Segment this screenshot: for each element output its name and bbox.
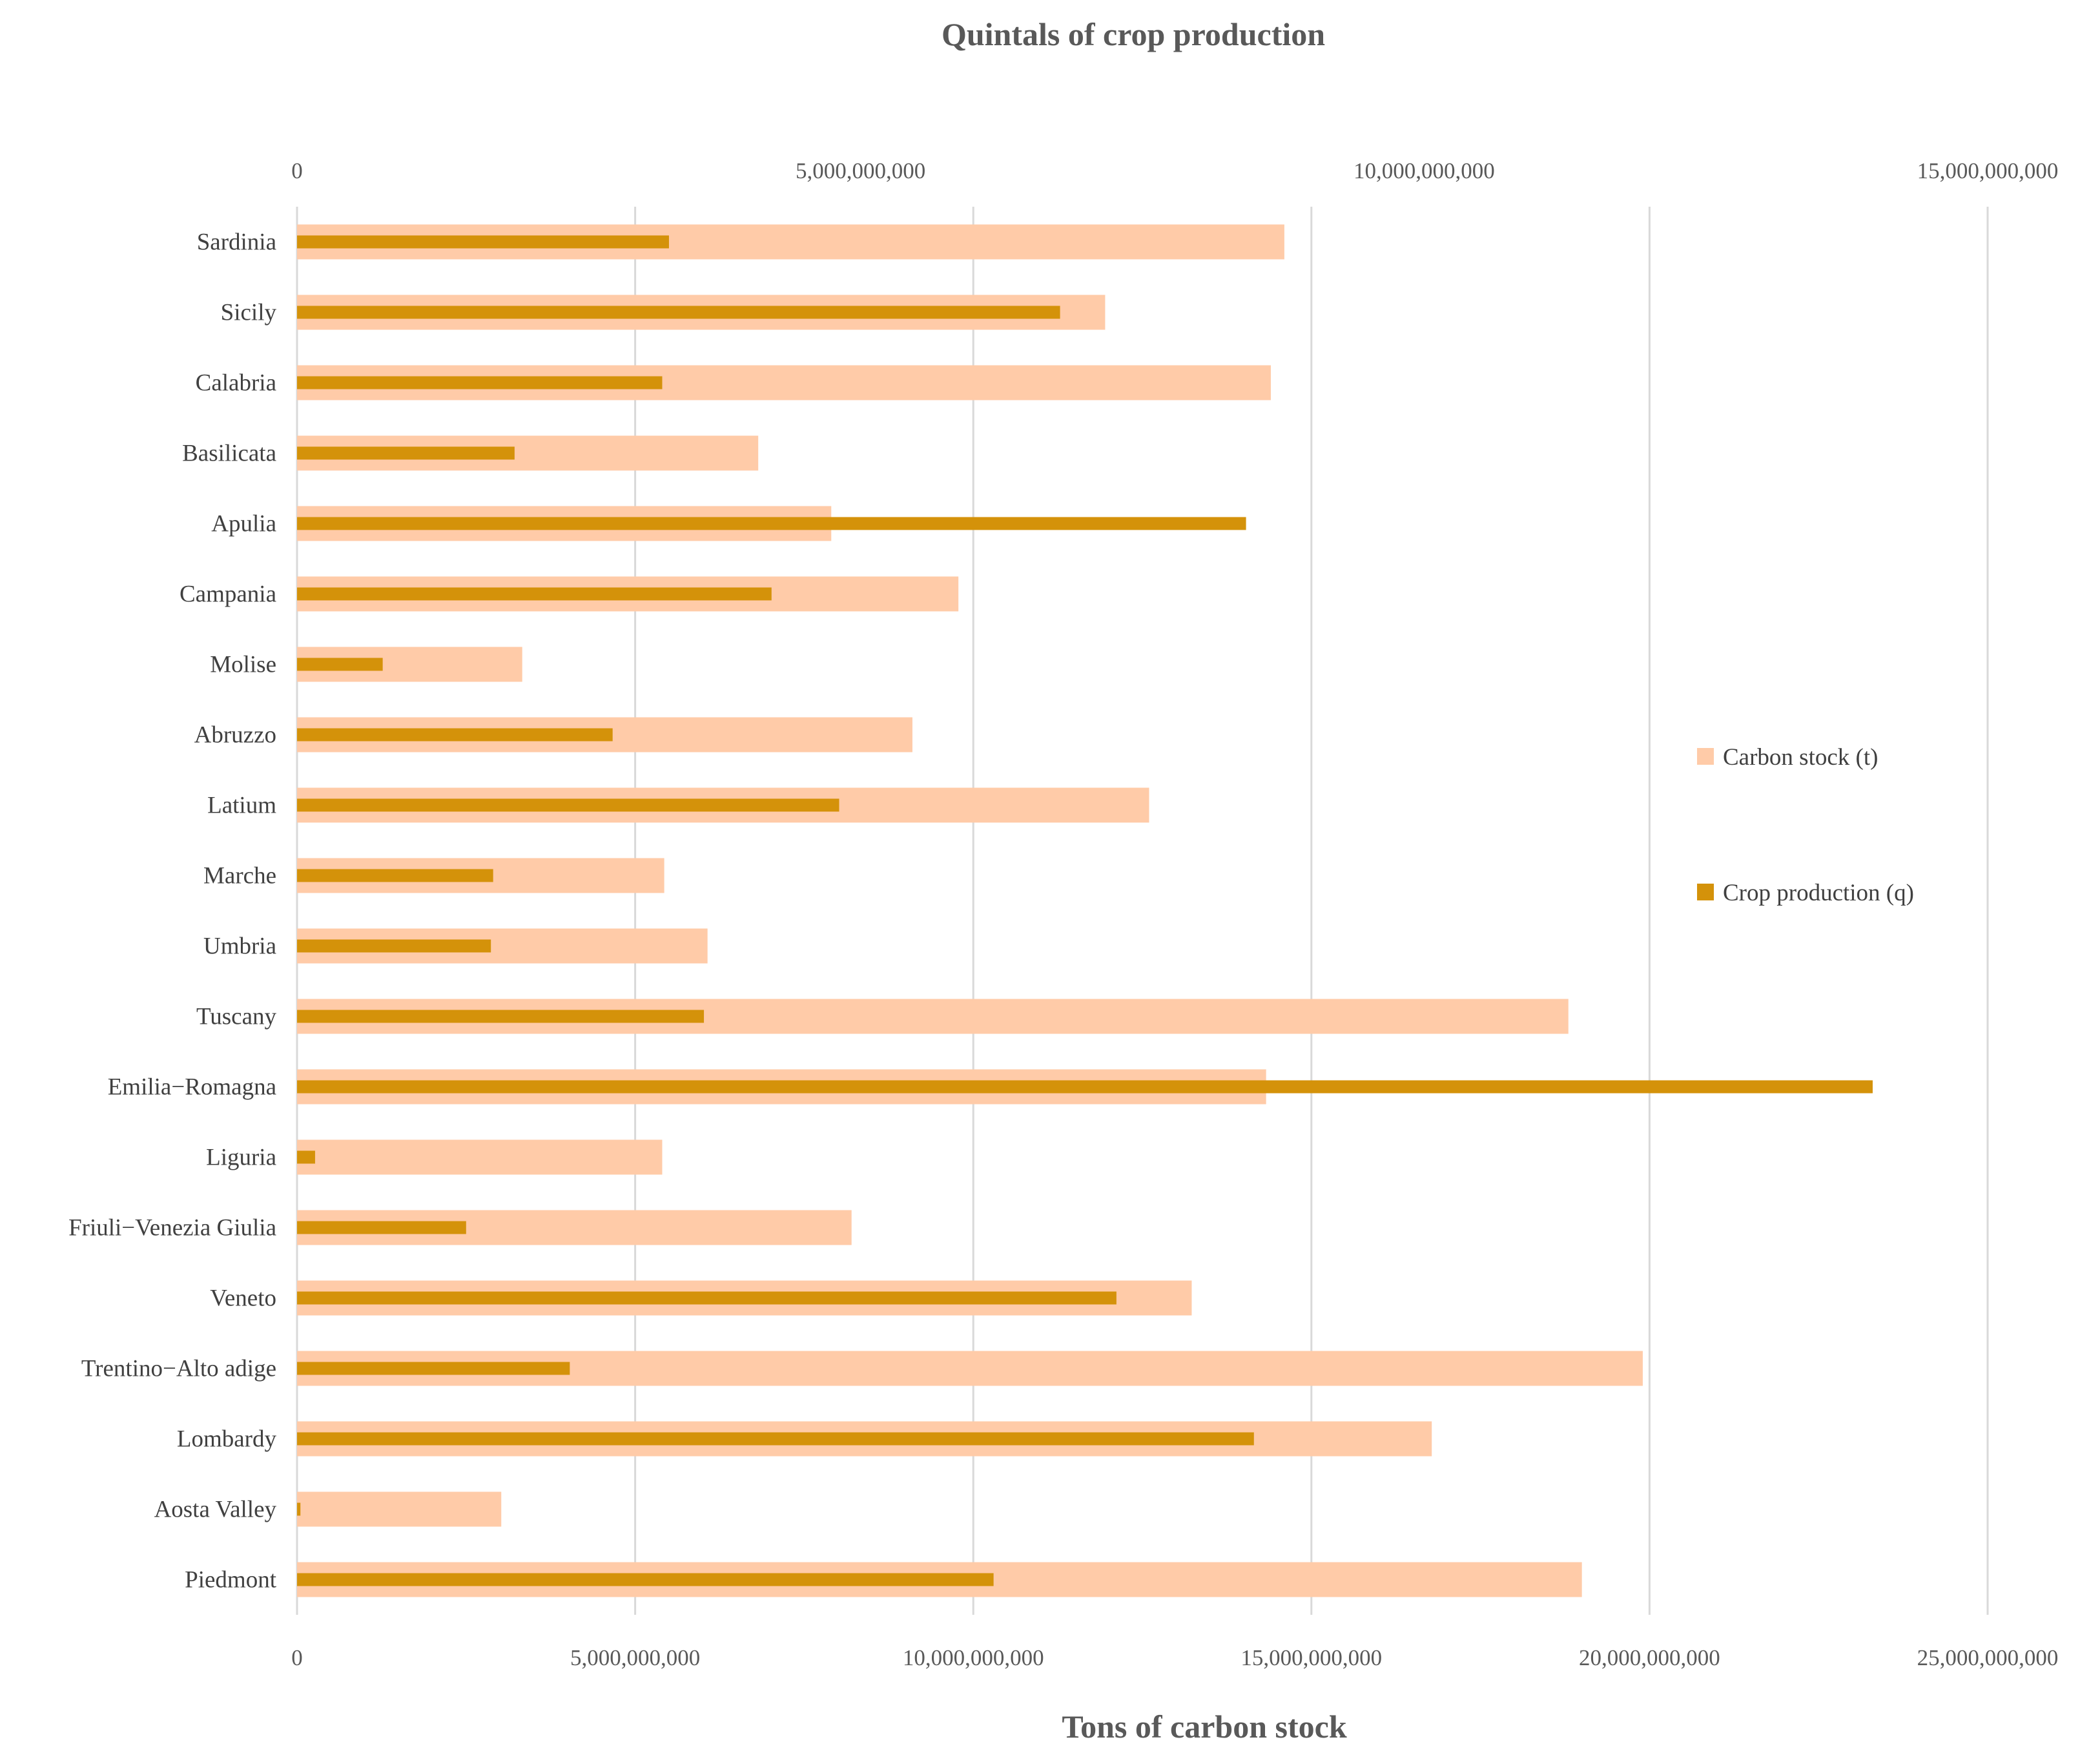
- category-label: Friuli−Venezia Giulia: [68, 1215, 276, 1241]
- category-label: Emilia−Romagna: [108, 1074, 276, 1101]
- category-label: Tuscany: [196, 1004, 277, 1030]
- legend-swatch-crop: [1697, 884, 1714, 900]
- category-label: Aosta Valley: [154, 1497, 277, 1523]
- crop-production-bar: [297, 1432, 1254, 1446]
- legend: Carbon stock (t) Crop production (q): [1697, 744, 1914, 906]
- category-label: Apulia: [211, 511, 276, 537]
- top-tick-label: 5,000,000,000: [796, 158, 925, 183]
- bottom-tick-label: 0: [291, 1645, 303, 1670]
- category-label: Sardinia: [197, 229, 276, 256]
- bottom-tick-label: 5,000,000,000: [570, 1645, 700, 1670]
- top-axis-ticks: 0 5,000,000,000 10,000,000,000 15,000,000,0…: [291, 158, 2058, 183]
- bottom-tick-label: 10,000,000,000: [903, 1645, 1044, 1670]
- category-label: Abruzzo: [194, 722, 276, 749]
- category-label: Lombardy: [177, 1426, 277, 1453]
- crop-production-bar: [297, 728, 613, 742]
- category-label: Piedmont: [185, 1567, 277, 1593]
- category-label: Trentino−Alto adige: [81, 1356, 276, 1382]
- category-label: Liguria: [206, 1145, 276, 1171]
- crop-production-bar: [297, 1080, 1873, 1094]
- crop-production-bar: [297, 376, 663, 389]
- top-tick-label: 0: [291, 158, 303, 183]
- category-label: Basilicata: [182, 441, 276, 467]
- crop-production-bar: [297, 798, 839, 812]
- category-label: Veneto: [210, 1285, 276, 1312]
- crop-production-bar: [297, 1291, 1117, 1305]
- category-label: Campania: [180, 581, 276, 608]
- bottom-axis-title: Tons of carbon stock: [1062, 1708, 1346, 1744]
- crop-production-bar: [297, 939, 491, 953]
- crop-production-bar: [297, 517, 1246, 530]
- crop-production-bar: [297, 1502, 301, 1516]
- legend-label-crop: Crop production (q): [1723, 880, 1914, 906]
- legend-label-carbon: Carbon stock (t): [1723, 744, 1878, 771]
- carbon-stock-bar: [297, 1139, 663, 1175]
- crop-production-bar: [297, 658, 383, 671]
- top-axis-title: Quintals of crop production: [942, 16, 1325, 52]
- crop-production-bar: [297, 446, 515, 460]
- gridlines: [296, 207, 1989, 1615]
- category-labels: Sardinia Sicily Calabria Basilicata Apulia Ca…: [68, 229, 277, 1593]
- crop-production-bar: [297, 869, 493, 882]
- bars: [297, 224, 1873, 1597]
- top-tick-label: 10,000,000,000: [1354, 158, 1495, 183]
- crop-production-bar: [297, 587, 772, 601]
- top-tick-label: 15,000,000,000: [1917, 158, 2059, 183]
- category-label: Sicily: [221, 300, 277, 326]
- crop-production-bar: [297, 1010, 705, 1023]
- crop-production-bar: [297, 1150, 315, 1164]
- crop-production-bar: [297, 235, 669, 249]
- bottom-tick-label: 25,000,000,000: [1917, 1645, 2059, 1670]
- category-label: Latium: [207, 793, 276, 819]
- category-label: Marche: [203, 863, 276, 889]
- carbon-stock-bar: [297, 1491, 502, 1527]
- category-label: Molise: [210, 652, 276, 678]
- category-label: Calabria: [196, 370, 276, 397]
- crop-production-bar: [297, 1221, 466, 1234]
- bottom-tick-label: 15,000,000,000: [1240, 1645, 1382, 1670]
- crop-production-bar: [297, 1573, 994, 1586]
- crop-production-bar: [297, 1362, 570, 1375]
- legend-swatch-carbon: [1697, 748, 1714, 765]
- category-label: Umbria: [203, 933, 276, 960]
- crop-production-bar: [297, 306, 1060, 319]
- bottom-tick-label: 20,000,000,000: [1579, 1645, 1720, 1670]
- bottom-axis-ticks: 0 5,000,000,000 10,000,000,000 15,000,000,0…: [291, 1645, 2058, 1670]
